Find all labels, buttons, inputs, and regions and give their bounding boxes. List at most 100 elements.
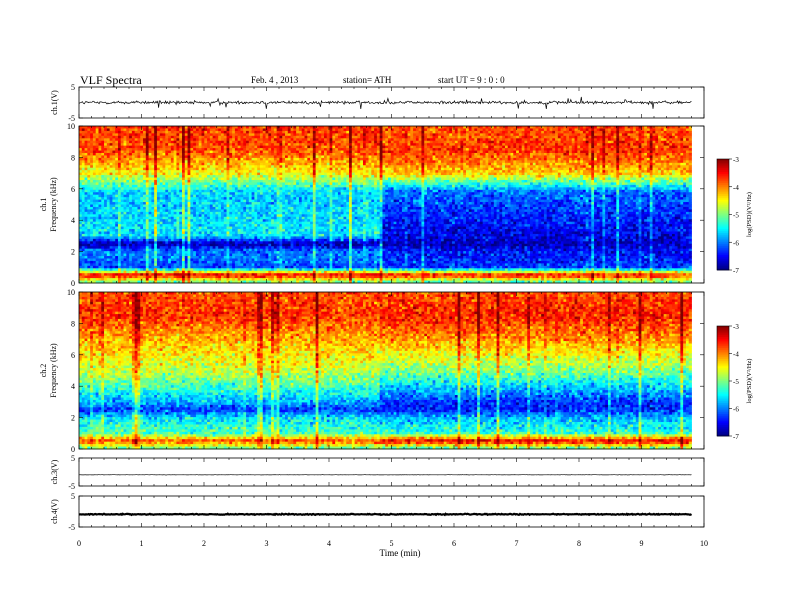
ch1-spectrogram-cell <box>287 202 291 205</box>
ch1-spectrogram-cell <box>112 258 116 262</box>
ch1-spectrogram-cell <box>237 278 241 281</box>
ch1-spectrogram-cell <box>190 143 194 147</box>
ch1-spectrogram-cell <box>137 197 141 200</box>
ch1-spectrogram-cell <box>209 268 214 272</box>
ch1-spectrogram-cell <box>243 209 247 213</box>
ch1-spectrogram-cell <box>218 278 222 281</box>
ch1-spectrogram-cell <box>145 202 149 205</box>
ch1-spectrogram-cell <box>257 238 261 242</box>
ch1-spectrogram-cell <box>101 150 105 154</box>
ch1-spectrogram-cell <box>109 275 113 279</box>
ch1-spectrogram-cell <box>168 258 172 262</box>
ch1-spectrogram-cell <box>212 138 216 142</box>
ch1-spectrogram-cell <box>276 280 280 284</box>
ch1-spectrogram-cell <box>218 177 222 181</box>
ch1-spectrogram-cell <box>162 150 166 154</box>
ch1-spectrogram-cell <box>148 238 152 242</box>
ch1-spectrogram-cell <box>173 133 177 137</box>
ch1-spectrogram-cell <box>193 216 197 220</box>
ch1-spectrogram-cell <box>148 265 152 269</box>
ch1-spectrogram-cell <box>98 263 102 267</box>
ch1-spectrogram-cell <box>140 231 144 235</box>
ch1-spectrogram-cell <box>87 189 91 193</box>
ch1-spectrogram-cell <box>240 224 244 227</box>
ch1-spectrogram-cell <box>140 177 144 181</box>
ch1-spectrogram-cell <box>246 130 250 134</box>
ch1-spectrogram-cell <box>195 192 200 196</box>
ch1-spectrogram-cell <box>215 194 219 198</box>
ch1-spectrogram-cell <box>81 214 85 218</box>
ch1-spectrogram-cell <box>215 187 219 191</box>
ch1-spectrogram-cell <box>84 221 88 225</box>
ch1-spectrogram-cell <box>154 206 158 210</box>
ch1-spectrogram-cell <box>218 258 222 262</box>
ch1-spectrogram-cell <box>98 179 102 183</box>
ch1-spectrogram-cell <box>279 177 283 181</box>
ch1-spectrogram-cell <box>193 268 197 272</box>
ch1-spectrogram-cell <box>117 157 122 161</box>
ch1-spectrogram-cell <box>126 172 130 176</box>
ch1-spectrogram-cell <box>173 260 177 264</box>
ch1-spectrogram-cell <box>173 214 177 218</box>
ch1-spectrogram-cell <box>182 189 186 193</box>
ch1-spectrogram-cell <box>254 148 258 151</box>
ch1-spectrogram-cell <box>226 148 230 151</box>
ch1-spectrogram-cell <box>95 128 99 132</box>
ch1-spectrogram-cell <box>187 128 191 132</box>
ch1-spectrogram-cell <box>273 226 278 230</box>
ch1-spectrogram-cell <box>276 204 280 208</box>
ch1-spectrogram-cell <box>173 258 177 262</box>
ch1-spectrogram-cell <box>104 157 108 161</box>
ch1-spectrogram-cell <box>259 187 264 191</box>
ch1-spectrogram-cell <box>109 165 113 169</box>
ch1-spectrogram-cell <box>131 143 136 147</box>
ch1-spectrogram-cell <box>79 280 83 284</box>
ch1-spectrogram-cell <box>232 130 236 134</box>
ch1-spectrogram-cell <box>165 167 169 171</box>
ch1-spectrogram-cell <box>140 263 144 267</box>
ch1-spectrogram-cell <box>257 177 261 181</box>
ch1-spectrogram-cell <box>137 270 141 274</box>
ch1-spectrogram-cell <box>273 270 278 274</box>
ch1-spectrogram-cell <box>173 128 177 132</box>
ch1-spectrogram-cell <box>198 270 202 274</box>
ch1-spectrogram-cell <box>287 189 291 193</box>
ch1-spectrogram-cell <box>268 182 272 186</box>
ch1-spectrogram-cell <box>90 251 94 254</box>
ch1-spectrogram-cell <box>179 275 183 279</box>
ch1-spectrogram-cell <box>81 251 85 254</box>
ch1-spectrogram-cell <box>240 182 244 186</box>
ch1-spectrogram-cell <box>190 233 194 237</box>
ch1-spectrogram-cell <box>232 224 236 227</box>
ch1-spectrogram-cell <box>101 273 105 277</box>
ch1-spectrogram-cell <box>154 251 158 254</box>
ch1-spectrogram-cell <box>84 206 88 210</box>
ch1-spectrogram-cell <box>209 126 214 129</box>
ch1-spectrogram-cell <box>104 177 108 181</box>
ch1-spectrogram-cell <box>84 145 88 149</box>
ch1-spectrogram-cell <box>212 133 216 137</box>
ch1-spectrogram-cell <box>279 140 283 144</box>
ch1-spectrogram-cell <box>84 150 88 154</box>
ch1-spectrogram-cell <box>79 233 83 237</box>
ch1-spectrogram-cell <box>179 243 183 247</box>
ch1-spectrogram-cell <box>176 133 180 137</box>
ch1-spectrogram-cell <box>248 138 253 142</box>
ch1-spectrogram-cell <box>282 251 286 254</box>
ch1-spectrogram-cell <box>145 140 149 144</box>
ch1-spectrogram-cell <box>218 152 222 156</box>
ch1-spectrogram-cell <box>276 241 280 245</box>
ch1-spectrogram-cell <box>126 179 130 183</box>
ch1-spectrogram-cell <box>170 231 175 235</box>
ch1-spectrogram-cell <box>218 241 222 245</box>
ch1-spectrogram-cell <box>81 233 85 237</box>
ch1-spectrogram-cell <box>273 206 278 210</box>
ch1-spectrogram-cell <box>212 172 216 176</box>
ch1-spectrogram-cell <box>137 273 141 277</box>
ch1-spectrogram-cell <box>223 280 227 284</box>
ch1-spectrogram-cell <box>207 209 211 213</box>
ch1-spectrogram-cell <box>182 138 186 142</box>
ch1-spectrogram-cell <box>104 268 108 272</box>
ch1-spectrogram-cell <box>190 138 194 142</box>
ch1-spectrogram-cell <box>195 155 200 159</box>
